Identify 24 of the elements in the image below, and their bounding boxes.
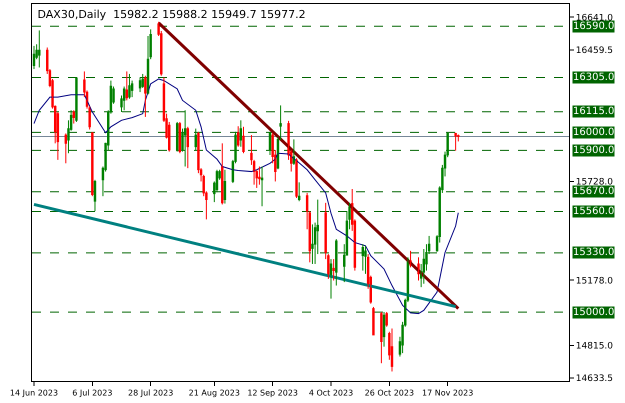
ref-line-label: 16590.0 [573, 21, 614, 32]
ref-line-label: 15900.0 [573, 145, 614, 156]
y-tick-label: 15178.0 [576, 276, 614, 286]
y-tick-label: 14815.0 [576, 342, 614, 352]
x-tick-label: 28 Jul 2023 [128, 388, 174, 398]
x-tick-label: 21 Aug 2023 [188, 388, 240, 398]
chart-title: DAX30,Daily 15982.2 15988.2 15949.7 15977.2 [38, 8, 306, 21]
ref-line-label: 16000.0 [573, 127, 614, 138]
x-tick-label: 6 Jul 2023 [72, 388, 112, 398]
x-tick-label: 14 Jun 2023 [10, 388, 58, 398]
ref-line-label: 15330.0 [573, 247, 614, 258]
ref-line-label: 16305.0 [573, 72, 614, 83]
x-tick-label: 4 Oct 2023 [308, 388, 354, 398]
x-tick-label: 17 Nov 2023 [422, 388, 474, 398]
ref-line-label: 16115.0 [573, 106, 614, 117]
line-series [33, 78, 459, 314]
y-tick-label: 14633.5 [576, 374, 614, 384]
ref-line-label: 15670.0 [573, 186, 614, 197]
y-tick-label: 15728.0 [576, 177, 614, 188]
y-tick-label: 16459.5 [576, 46, 614, 56]
ref-line-label: 15560.0 [573, 206, 614, 217]
x-tick-label: 26 Oct 2023 [364, 388, 414, 398]
x-tick-label: 12 Sep 2023 [247, 388, 298, 398]
ref-line-label: 15000.0 [573, 307, 614, 318]
